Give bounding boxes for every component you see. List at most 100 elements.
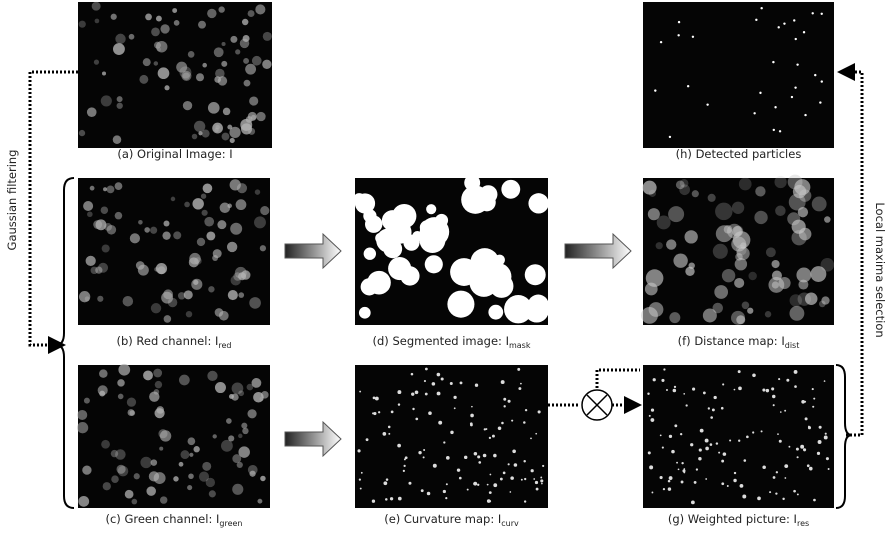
image-texture [188,473,194,479]
image-texture [373,397,376,400]
image-texture [145,14,152,21]
image-texture [115,182,123,190]
image-texture [186,311,192,317]
image-texture [503,398,506,401]
image-texture [77,410,87,420]
image-texture [226,418,232,424]
image-texture [535,481,538,484]
image-texture [230,223,242,235]
image-texture [814,74,816,76]
image-texture [359,391,361,393]
image-texture [93,220,102,229]
image-texture [788,175,803,190]
caption-subscript: red [218,341,231,350]
image-texture [824,216,830,222]
image-texture [743,459,746,462]
image-texture [115,212,123,220]
image-texture [525,264,546,285]
image-texture [138,220,143,225]
image-texture [213,434,217,438]
image-texture [740,484,744,488]
image-texture [753,112,755,114]
image-texture [705,439,709,443]
image-texture [787,212,800,225]
image-texture [163,221,169,227]
image-texture [721,460,724,463]
image-texture [403,235,419,251]
image-texture [390,497,393,500]
image-texture [762,465,766,469]
image-texture [538,410,541,413]
image-texture [540,477,542,479]
image-texture [367,271,391,295]
image-texture [193,280,198,285]
image-texture [203,183,213,193]
image-texture [415,418,418,421]
image-texture [238,292,244,298]
image-texture [805,292,818,305]
caption-subscript: mask [509,341,531,350]
image-texture [242,428,248,434]
image-texture [530,437,532,439]
image-texture [453,396,456,399]
image-texture [248,10,255,17]
image-texture [809,467,813,471]
image-texture [800,445,804,449]
image-texture [192,198,203,209]
image-texture [799,228,812,241]
image-texture [523,421,526,424]
image-texture [754,211,767,224]
image-texture [475,384,478,387]
image-texture [403,465,405,467]
image-texture [493,483,497,487]
image-texture [355,193,375,213]
image-texture [748,272,756,280]
image-texture [793,19,795,21]
image-texture [460,381,463,384]
image-texture [125,490,134,499]
image-texture [245,64,256,75]
image-texture [91,267,98,274]
image-texture [359,479,361,481]
image-texture [533,478,535,480]
image-texture [678,21,680,23]
image-texture [249,297,261,309]
image-texture [173,476,178,481]
image-texture [484,428,486,430]
image-texture [87,211,93,217]
image-texture [179,462,184,467]
image-texture [469,268,498,297]
image-texture [378,411,380,413]
image-texture [528,295,549,316]
image-texture [501,180,520,199]
image-texture [118,364,130,376]
image-texture [230,138,235,143]
image-texture [653,378,656,381]
image-texture [118,394,124,400]
image-texture [742,495,746,499]
image-texture [263,32,272,41]
image-texture [698,457,701,460]
image-texture [255,189,260,194]
images [77,2,834,508]
image-texture [757,497,761,501]
caption-text: (c) Green channel: I [106,512,220,526]
image-texture [257,499,262,504]
image-texture [521,479,523,481]
caption: (e) Curvature map: Icurv [384,512,519,528]
image-texture [674,424,677,427]
image-texture [189,453,193,457]
image-texture [525,409,527,411]
image-texture [671,450,675,454]
image-texture [710,416,713,419]
image-texture [238,390,244,396]
image-texture [706,103,708,105]
image-texture [677,34,679,36]
image-texture [489,491,492,494]
image-texture [162,232,170,240]
image-texture [812,12,814,14]
caption: (h) Detected particles [676,147,802,161]
image-texture [404,458,406,460]
image-texture [826,457,829,460]
image-texture [154,61,158,65]
